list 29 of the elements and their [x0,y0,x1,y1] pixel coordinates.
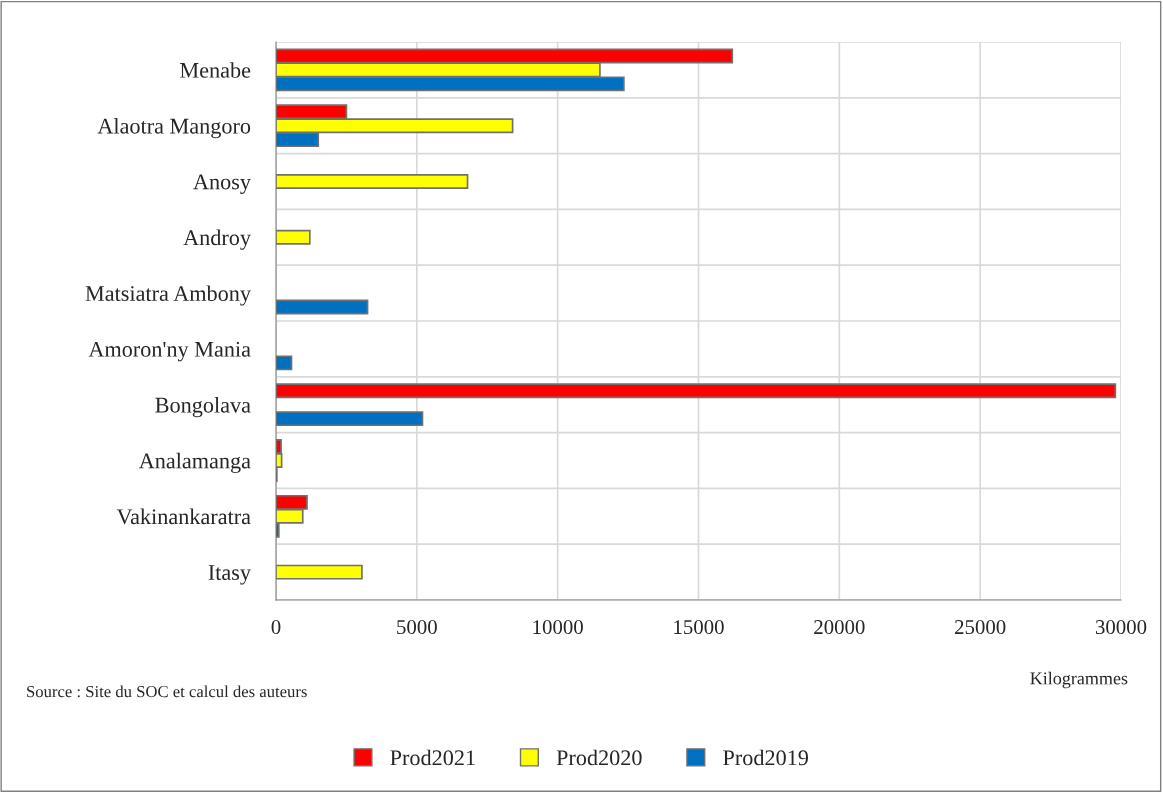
x-tick-label: 20000 [814,620,865,635]
bar [276,174,469,189]
legend-label: Prod2021 [390,749,475,766]
x-tick-label: 10000 [533,620,583,635]
y-tick-label: Bongolava [155,396,251,418]
bar [276,411,424,427]
bar [276,229,311,245]
x-axis-title: Kilogrammes [1030,671,1128,689]
y-tick-label: Alaotra Mangoro [97,117,251,139]
y-tick-label: Androy [183,229,251,250]
x-tick-label: 5000 [397,620,437,635]
x-tick-label: 25000 [955,620,1006,635]
source-note: Source : Site du SOC et calcul des auteurs [27,685,307,698]
y-tick-label: Anosy [193,174,251,194]
x-tick-label: 15000 [674,620,724,635]
legend-label: Prod2019 [723,749,809,766]
y-tick-label: Analamanga [138,452,251,474]
y-tick-label: Menabe [180,62,251,78]
x-tick-label: 30000 [1095,620,1147,635]
x-tick-label: 0 [271,620,281,635]
y-tick-label: Vakinankaratra [116,508,251,525]
y-tick-label: Itasy [208,565,251,585]
bar [276,299,369,315]
bar [276,383,1117,399]
y-tick-label: Amoron'ny Mania [88,341,251,362]
bar [276,564,363,580]
legend-label: Prod2020 [556,749,642,766]
y-tick-label: Matsiatra Ambony [85,285,251,306]
bar [276,355,293,371]
